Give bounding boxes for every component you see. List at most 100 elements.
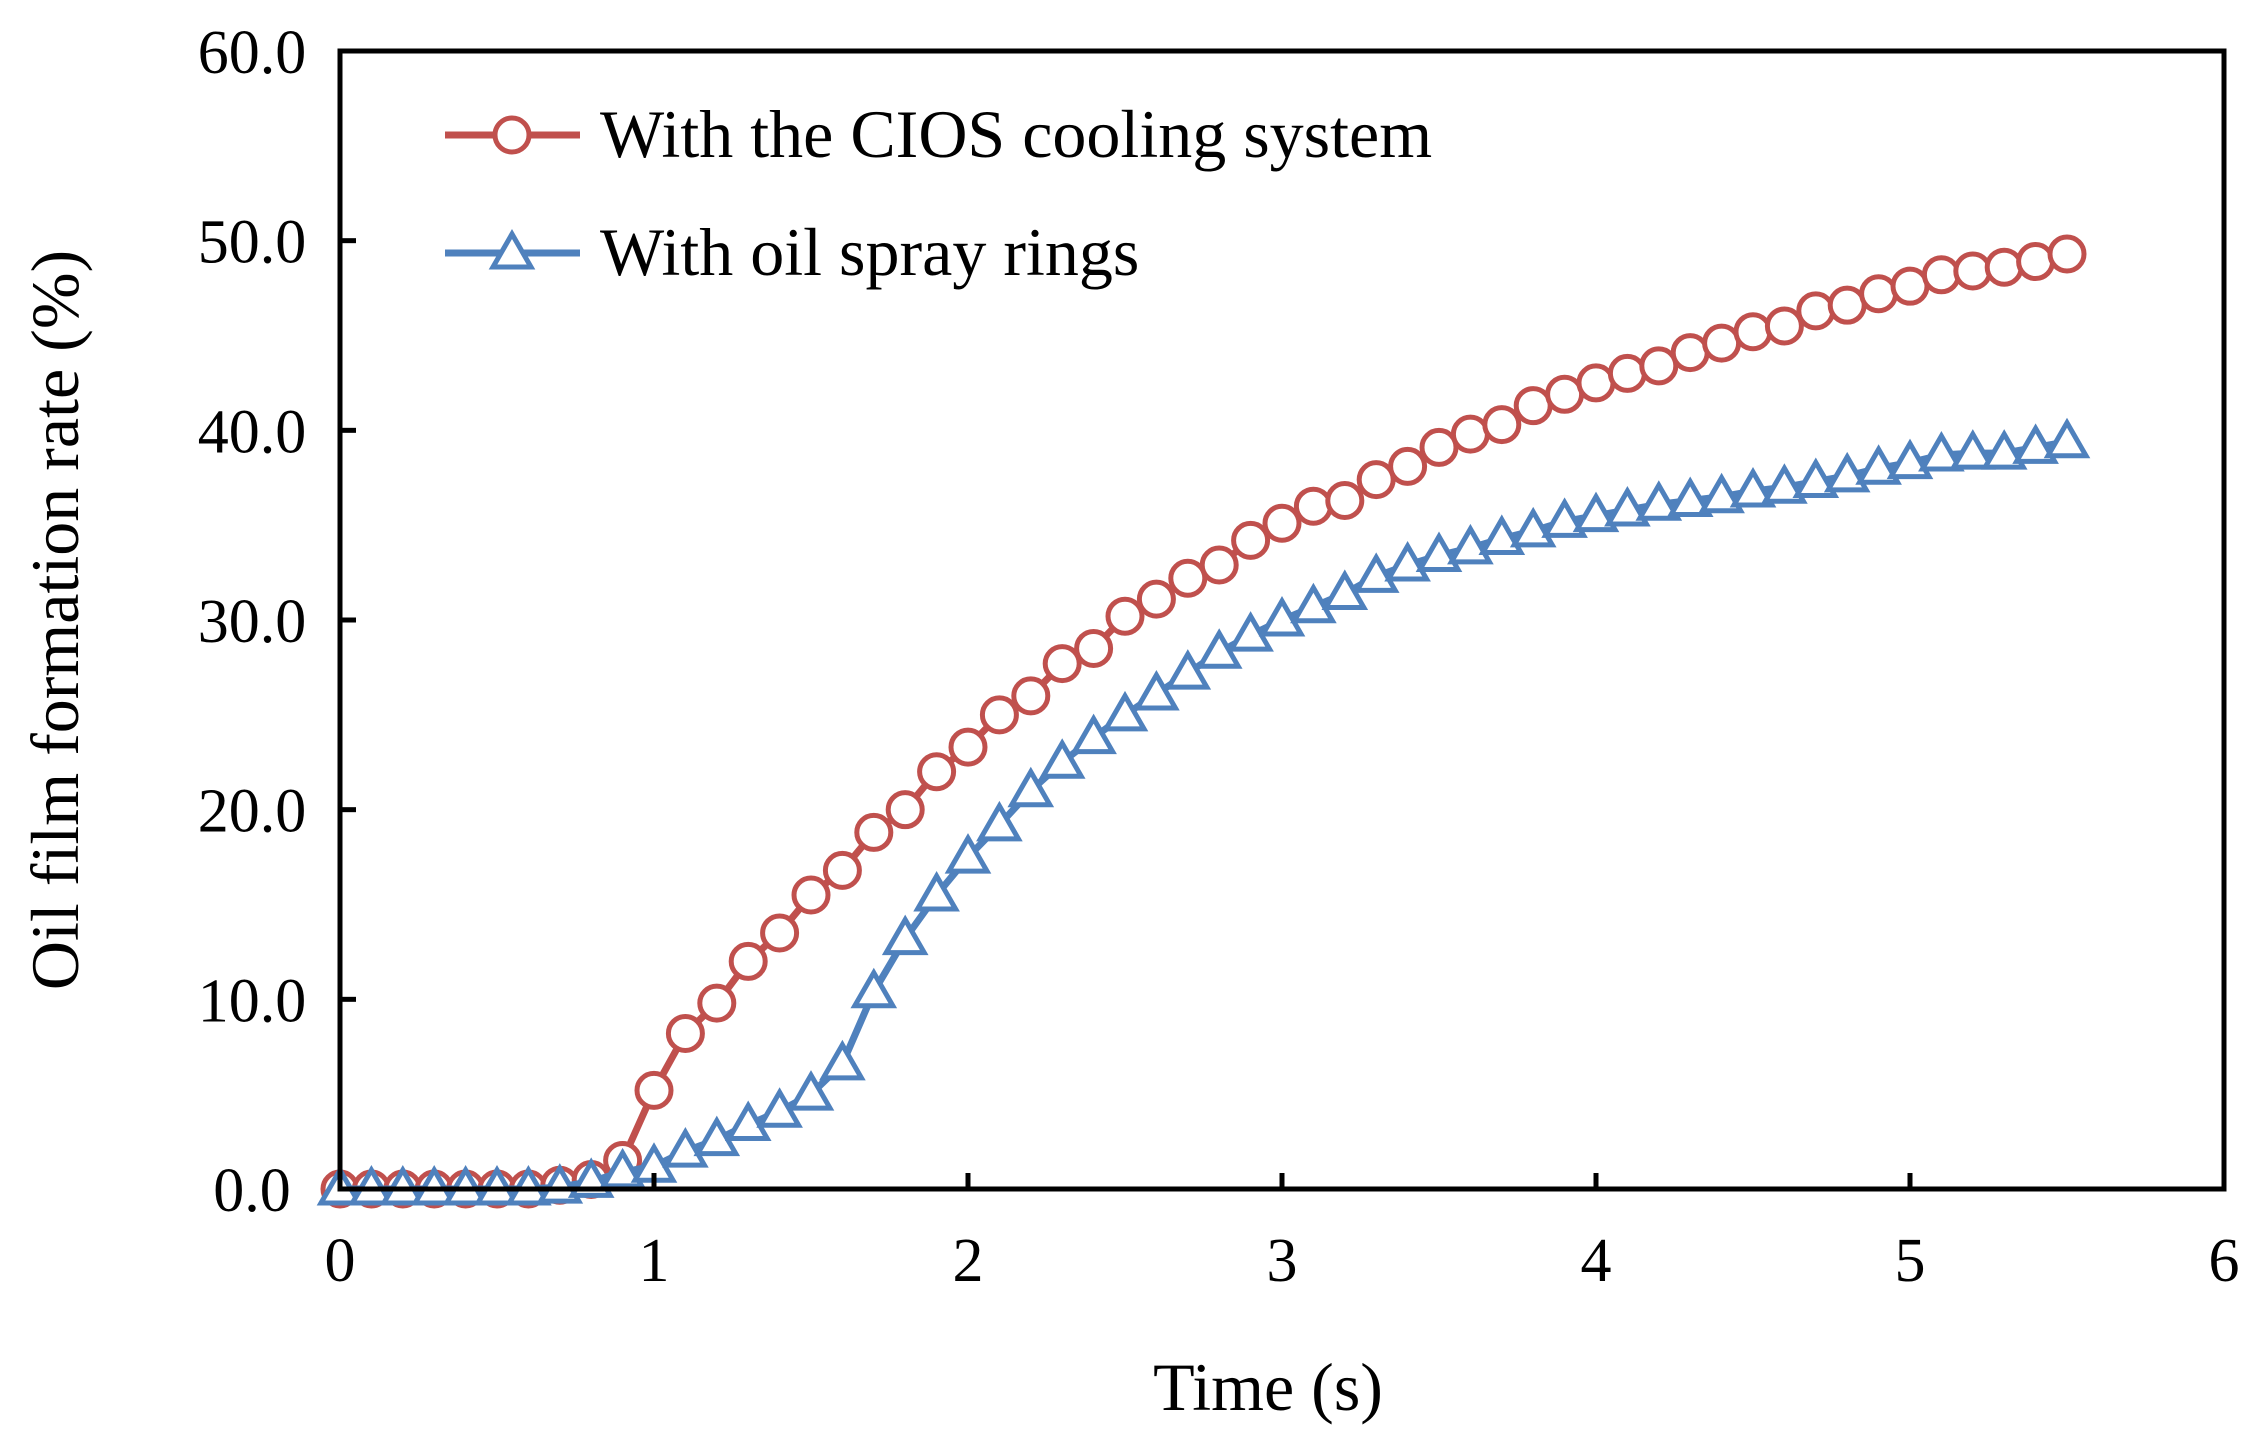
- data-point-triangle: [976, 800, 1023, 842]
- data-point-circle: [979, 695, 1019, 735]
- x-axis-label: Time (s): [1153, 1349, 1383, 1425]
- data-point-triangle: [1855, 444, 1902, 485]
- data-point-triangle: [724, 1100, 772, 1142]
- data-point-circle: [917, 752, 957, 792]
- data-point-circle: [822, 850, 862, 890]
- data-point-triangle: [2012, 423, 2059, 464]
- data-point-triangle: [787, 1070, 835, 1111]
- data-point-triangle: [1227, 611, 1274, 652]
- data-point-circle: [1482, 405, 1522, 445]
- y-tick-label: 50.0: [198, 209, 307, 277]
- x-tick-label: 5: [1895, 1227, 1926, 1295]
- data-point-circle: [1356, 460, 1396, 500]
- data-point-circle: [665, 1013, 705, 1053]
- data-point-triangle: [1164, 649, 1212, 690]
- data-point-circle: [697, 983, 737, 1023]
- data-point-triangle: [1698, 472, 1745, 514]
- data-point-circle: [2047, 234, 2087, 274]
- data-point-triangle: [1918, 430, 1965, 472]
- data-point-circle: [1639, 346, 1679, 386]
- data-point-circle: [1262, 503, 1302, 543]
- data-point-circle: [1545, 374, 1585, 414]
- data-point-triangle: [1980, 429, 2028, 470]
- data-point-circle: [948, 727, 988, 767]
- data-point-circle: [1607, 353, 1647, 393]
- x-tick-label: 3: [1267, 1227, 1298, 1295]
- data-point-triangle: [1101, 690, 1149, 732]
- data-point-triangle: [913, 871, 960, 912]
- y-tick-label: 40.0: [198, 398, 307, 466]
- data-point-circle: [1670, 333, 1710, 373]
- data-point-circle: [1293, 486, 1333, 526]
- data-point-circle: [1042, 644, 1082, 684]
- data-point-circle: [1921, 255, 1961, 295]
- data-point-circle: [1984, 247, 2024, 287]
- legend-label-spray: With oil spray rings: [600, 214, 1139, 290]
- data-point-triangle: [1729, 467, 1777, 508]
- data-point-circle: [1764, 306, 1804, 346]
- data-point-triangle: [1949, 429, 1997, 470]
- y-axis-label: Oil film formation rate (%): [17, 250, 93, 990]
- y-tick-label: 60.0: [198, 19, 307, 87]
- series-layer: [316, 234, 2091, 1209]
- data-point-circle: [1450, 414, 1490, 454]
- data-point-triangle: [819, 1039, 866, 1081]
- legend-label-cios: With the CIOS cooling system: [600, 96, 1432, 172]
- y-tick-label: 0.0: [213, 1157, 291, 1225]
- y-tick-label: 30.0: [198, 588, 307, 656]
- data-point-triangle: [1038, 738, 1086, 779]
- data-point-circle: [1576, 363, 1616, 403]
- data-point-circle: [1011, 676, 1051, 716]
- data-point-triangle: [1478, 514, 1526, 555]
- data-point-triangle: [1572, 491, 1620, 533]
- data-point-triangle: [1070, 713, 1117, 755]
- data-point-triangle: [1823, 451, 1871, 493]
- data-point-triangle: [536, 1163, 584, 1204]
- data-point-triangle: [2043, 417, 2091, 459]
- data-point-circle: [1231, 520, 1271, 560]
- data-point-triangle: [662, 1127, 709, 1168]
- data-point-triangle: [1007, 766, 1055, 808]
- legend-marker-circle: [492, 115, 532, 155]
- ticks-layer: 0 1 2 3 4 5 60.010.020.030.040.050.060.0: [198, 19, 2240, 1295]
- legend: With the CIOS cooling system With oil sp…: [445, 96, 1432, 290]
- data-point-triangle: [1352, 552, 1400, 593]
- data-point-circle: [1074, 628, 1114, 668]
- data-point-triangle: [599, 1147, 646, 1189]
- data-point-circle: [728, 941, 768, 981]
- data-point-triangle: [1886, 438, 1934, 480]
- data-point-circle: [1796, 291, 1836, 331]
- data-point-circle: [1199, 545, 1239, 585]
- y-tick-label: 10.0: [198, 967, 307, 1035]
- x-tick-label: 1: [639, 1227, 670, 1295]
- data-point-circle: [854, 812, 894, 852]
- data-point-circle: [1136, 579, 1176, 619]
- x-tick-label: 4: [1581, 1227, 1612, 1295]
- series-0: [320, 234, 2087, 1209]
- data-point-triangle: [850, 967, 898, 1009]
- data-point-triangle: [1604, 485, 1651, 527]
- data-point-triangle: [1415, 531, 1463, 573]
- data-point-circle: [791, 875, 831, 915]
- data-point-triangle: [1761, 463, 1808, 504]
- data-point-circle: [1388, 446, 1428, 486]
- data-point-triangle: [1666, 476, 1714, 518]
- x-tick-label: 2: [953, 1227, 984, 1295]
- data-point-circle: [1733, 312, 1773, 352]
- legend-item-spray: With oil spray rings: [445, 214, 1139, 290]
- data-point-triangle: [1541, 497, 1588, 538]
- data-point-triangle: [1792, 457, 1840, 499]
- series-1: [316, 417, 2091, 1206]
- data-point-triangle: [1133, 669, 1180, 711]
- series-line: [340, 250, 2068, 1193]
- data-point-circle: [1419, 427, 1459, 467]
- data-point-triangle: [1258, 595, 1306, 637]
- data-point-triangle: [944, 833, 992, 874]
- data-point-triangle: [693, 1115, 741, 1157]
- data-point-triangle: [1635, 480, 1683, 521]
- data-point-circle: [1168, 558, 1208, 598]
- y-tick-label: 20.0: [198, 778, 307, 846]
- data-point-circle: [634, 1070, 674, 1110]
- x-tick-label: 0: [325, 1227, 356, 1295]
